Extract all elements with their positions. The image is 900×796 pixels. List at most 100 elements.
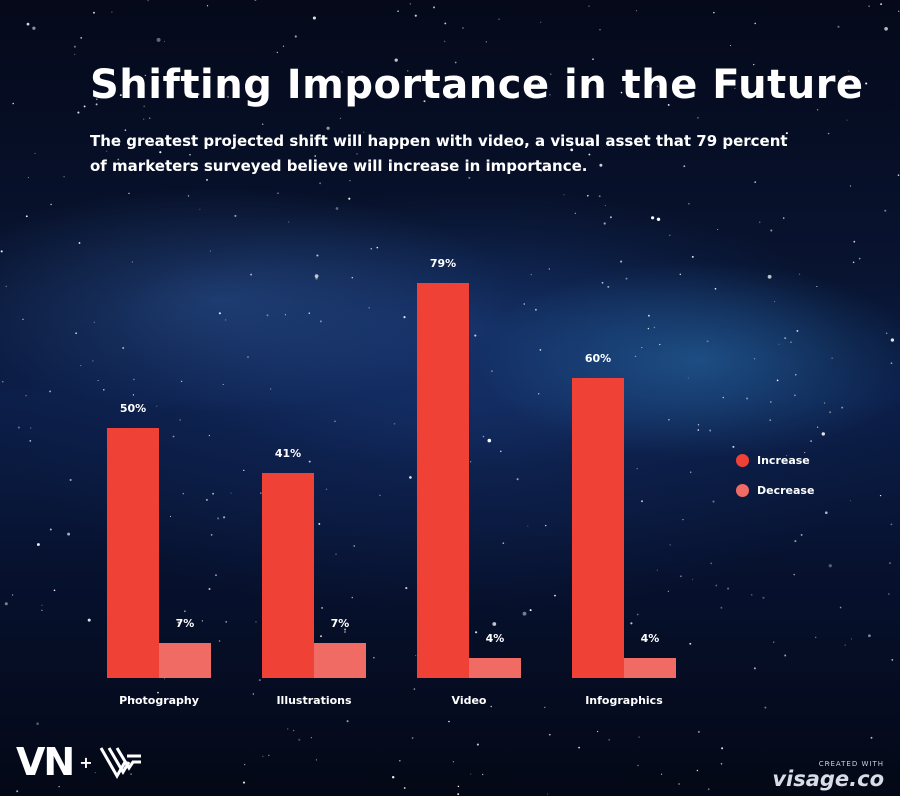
- star: [707, 788, 710, 790]
- star: [69, 478, 72, 482]
- star: [891, 659, 894, 661]
- star: [636, 613, 639, 616]
- star: [831, 357, 833, 359]
- star: [897, 174, 900, 176]
- star: [636, 468, 638, 470]
- star: [12, 594, 14, 596]
- star: [373, 656, 375, 659]
- star: [754, 22, 757, 25]
- star: [714, 287, 717, 290]
- star: [782, 217, 785, 219]
- star: [638, 736, 640, 738]
- star: [848, 70, 850, 72]
- star: [549, 73, 552, 76]
- star: [668, 418, 670, 421]
- star: [668, 234, 671, 237]
- star: [294, 35, 297, 38]
- star: [16, 790, 19, 793]
- star: [12, 102, 14, 105]
- star: [448, 720, 450, 723]
- star: [208, 434, 210, 437]
- star: [890, 523, 893, 526]
- star: [682, 518, 684, 521]
- legend-item-increase: Increase: [736, 452, 814, 468]
- star: [794, 373, 797, 376]
- star: [106, 137, 108, 140]
- star: [687, 377, 689, 379]
- star: [697, 116, 699, 119]
- data-label-decrease-illustrations: 7%: [331, 617, 350, 630]
- star: [770, 229, 773, 232]
- star: [596, 730, 599, 733]
- star: [63, 175, 65, 178]
- star: [717, 229, 719, 230]
- star: [97, 379, 99, 382]
- star: [475, 631, 478, 634]
- star: [697, 730, 700, 733]
- star: [548, 268, 550, 270]
- star: [258, 679, 261, 682]
- star: [786, 455, 788, 457]
- star: [886, 332, 888, 334]
- star: [490, 705, 492, 708]
- star: [604, 204, 607, 207]
- star: [22, 318, 24, 320]
- star: [319, 320, 322, 323]
- star: [163, 678, 166, 680]
- bar-increase-infographics: [572, 378, 624, 678]
- legend-swatch-increase: [736, 453, 749, 467]
- star: [252, 693, 254, 695]
- star: [78, 242, 81, 244]
- star: [189, 153, 191, 156]
- star: [548, 733, 551, 736]
- star: [637, 764, 639, 767]
- star: [80, 365, 82, 367]
- star: [816, 109, 819, 111]
- star: [647, 327, 650, 330]
- star: [73, 53, 76, 56]
- star: [199, 208, 201, 210]
- star: [49, 528, 52, 531]
- star: [132, 394, 135, 396]
- star: [659, 343, 661, 346]
- star: [749, 143, 752, 146]
- star: [36, 722, 39, 726]
- star: [592, 58, 594, 61]
- star: [225, 621, 228, 623]
- star: [222, 383, 224, 385]
- star: [608, 738, 611, 741]
- bar-increase-illustrations: [262, 473, 314, 678]
- star: [262, 755, 264, 757]
- star: [124, 129, 127, 131]
- star: [713, 11, 715, 14]
- star: [143, 118, 145, 120]
- star: [247, 356, 249, 358]
- star: [625, 277, 628, 280]
- category-label-photography: Photography: [119, 694, 199, 707]
- star: [234, 214, 237, 217]
- star: [457, 785, 460, 788]
- star: [492, 622, 497, 626]
- star: [454, 61, 457, 64]
- star: [692, 578, 694, 580]
- star: [544, 524, 547, 527]
- star: [794, 394, 796, 397]
- star: [691, 255, 694, 258]
- star: [92, 360, 94, 362]
- star: [227, 77, 230, 80]
- star: [683, 165, 686, 168]
- star: [706, 340, 709, 343]
- star: [409, 3, 411, 5]
- visage-credit[interactable]: CREATED WITH visage.co: [772, 760, 884, 790]
- star: [482, 773, 484, 776]
- star: [798, 273, 801, 275]
- star: [95, 98, 98, 101]
- star: [578, 746, 580, 749]
- star: [482, 435, 485, 438]
- star: [852, 261, 855, 264]
- star: [828, 564, 832, 568]
- star: [179, 419, 181, 421]
- star: [880, 3, 882, 5]
- star: [407, 70, 409, 72]
- star: [734, 87, 736, 89]
